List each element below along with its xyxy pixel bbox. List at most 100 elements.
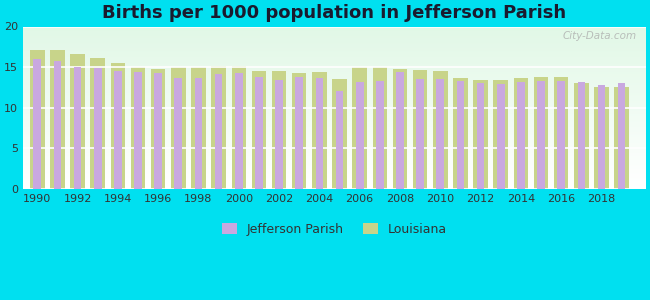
Bar	[23, 48, 646, 49]
Bar	[23, 112, 646, 114]
Bar	[211, 66, 226, 189]
Bar	[335, 92, 343, 189]
Bar	[23, 72, 646, 74]
Bar	[23, 49, 646, 51]
Bar	[23, 176, 646, 178]
Bar	[23, 38, 646, 40]
Bar	[23, 147, 646, 148]
Bar	[30, 50, 44, 189]
Bar	[574, 83, 589, 189]
Bar	[23, 52, 646, 54]
Bar	[23, 83, 646, 85]
Bar	[23, 98, 646, 100]
Bar	[23, 143, 646, 145]
Bar	[252, 71, 266, 189]
Bar	[23, 158, 646, 160]
Bar	[131, 67, 145, 189]
Bar	[23, 82, 646, 83]
Bar	[517, 82, 525, 189]
Bar	[174, 78, 182, 189]
Bar	[23, 166, 646, 168]
Bar	[272, 71, 287, 189]
Bar	[23, 163, 646, 165]
Bar	[618, 82, 625, 189]
Legend: Jefferson Parish, Louisiana: Jefferson Parish, Louisiana	[217, 218, 452, 241]
Bar	[23, 44, 646, 46]
Bar	[614, 87, 629, 189]
Bar	[597, 85, 605, 189]
Bar	[376, 81, 384, 189]
Title: Births per 1000 population in Jefferson Parish: Births per 1000 population in Jefferson …	[103, 4, 567, 22]
Bar	[171, 67, 185, 189]
Bar	[23, 130, 646, 132]
Bar	[23, 171, 646, 173]
Bar	[23, 106, 646, 108]
Bar	[433, 71, 448, 189]
Bar	[23, 95, 646, 96]
Bar	[23, 186, 646, 187]
Bar	[23, 28, 646, 30]
Bar	[493, 80, 508, 189]
Bar	[23, 169, 646, 171]
Bar	[23, 139, 646, 140]
Bar	[23, 90, 646, 92]
Bar	[23, 134, 646, 135]
Bar	[23, 129, 646, 130]
Bar	[23, 126, 646, 127]
Bar	[23, 85, 646, 87]
Bar	[396, 72, 404, 189]
Bar	[23, 54, 646, 56]
Bar	[352, 67, 367, 189]
Bar	[554, 77, 569, 189]
Bar	[134, 72, 142, 189]
Bar	[23, 118, 646, 119]
Bar	[235, 73, 242, 189]
Bar	[393, 69, 408, 189]
Bar	[23, 173, 646, 174]
Bar	[557, 81, 565, 189]
Bar	[23, 122, 646, 124]
Bar	[416, 79, 424, 189]
Text: City-Data.com: City-Data.com	[562, 32, 636, 41]
Bar	[23, 135, 646, 137]
Bar	[23, 182, 646, 184]
Bar	[23, 178, 646, 179]
Bar	[50, 50, 64, 189]
Bar	[23, 114, 646, 116]
Bar	[114, 71, 122, 189]
Bar	[23, 30, 646, 32]
Bar	[23, 103, 646, 104]
Bar	[23, 56, 646, 57]
Bar	[23, 34, 646, 36]
Bar	[23, 96, 646, 98]
Bar	[23, 121, 646, 122]
Bar	[23, 152, 646, 153]
Bar	[23, 179, 646, 181]
Bar	[23, 75, 646, 77]
Bar	[23, 181, 646, 182]
Bar	[23, 155, 646, 156]
Bar	[23, 64, 646, 65]
Bar	[23, 111, 646, 112]
Bar	[194, 78, 202, 189]
Bar	[23, 70, 646, 72]
Bar	[23, 168, 646, 169]
Bar	[70, 54, 84, 189]
Bar	[23, 69, 646, 70]
Bar	[312, 72, 327, 189]
Bar	[23, 87, 646, 88]
Bar	[453, 78, 468, 189]
Bar	[514, 78, 528, 189]
Bar	[23, 108, 646, 109]
Bar	[23, 153, 646, 155]
Bar	[23, 80, 646, 82]
Bar	[476, 83, 484, 189]
Bar	[577, 82, 585, 189]
Bar	[23, 132, 646, 134]
Bar	[23, 26, 646, 28]
Bar	[497, 84, 504, 189]
Bar	[23, 101, 646, 103]
Bar	[372, 67, 387, 189]
Bar	[23, 156, 646, 158]
Bar	[23, 36, 646, 38]
